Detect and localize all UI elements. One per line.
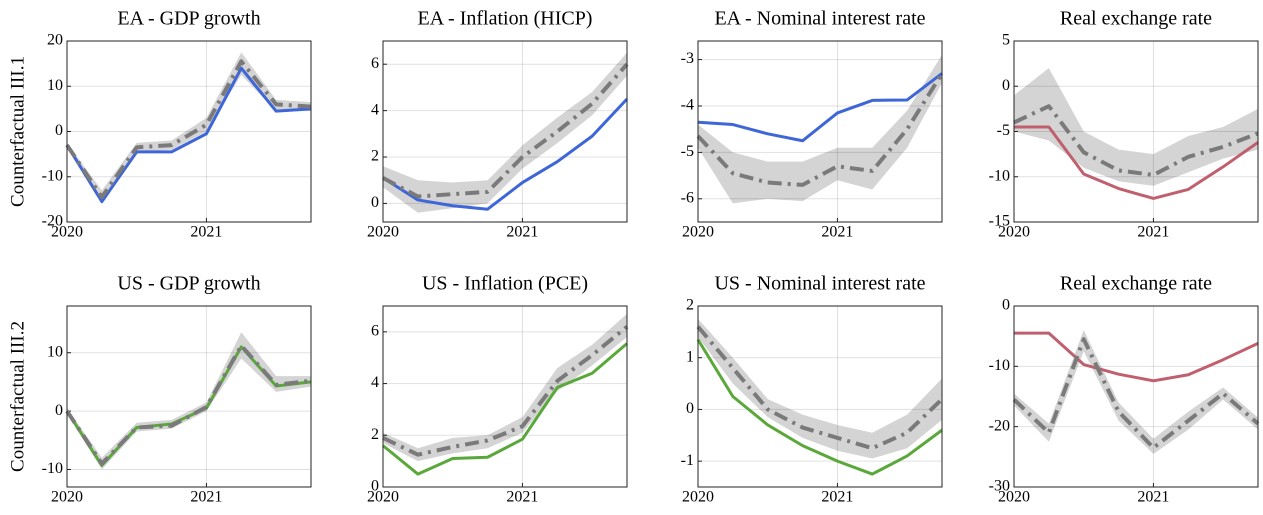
y-tick-label: 0: [1002, 297, 1010, 314]
subplot: US - Inflation (PCE) 0 2 4 6 2020 2021: [367, 273, 629, 506]
data-line: [697, 72, 943, 143]
x-tick-label: 2020: [367, 489, 399, 506]
y-tick-label: 2: [686, 297, 694, 314]
y-tick-label: 10: [47, 343, 63, 360]
subplot-title: Real exchange rate: [1060, 273, 1212, 295]
x-tick-label: 2020: [682, 489, 714, 506]
plot-frame: [382, 40, 628, 223]
y-tick-label: -15: [989, 213, 1010, 230]
confidence-band: [698, 54, 942, 204]
data-line: [1014, 331, 1259, 383]
y-tick-label: -10: [989, 167, 1010, 184]
median-line: [696, 325, 944, 451]
x-tick-label: 2021: [821, 224, 853, 241]
median-line: [696, 72, 944, 187]
subplot-title: US - GDP growth: [117, 273, 260, 295]
median-line: [1013, 104, 1259, 177]
y-tick-label: -20: [989, 417, 1010, 434]
subplot: Real exchange rate -30 -20 -10 0 2020 2021: [989, 273, 1260, 506]
plot-frame: [66, 40, 312, 223]
data-line: [696, 338, 943, 476]
subplot: EA - Inflation (HICP) 0 2 4 6 2020 2021: [367, 8, 629, 241]
y-tick-label: 5: [1002, 32, 1010, 49]
subplot-title: EA - Inflation (HICP): [418, 8, 593, 30]
plot-frame: [1013, 305, 1259, 488]
median-line: [1012, 337, 1260, 450]
y-tick-label: 0: [371, 194, 379, 211]
y-tick-label: 2: [371, 148, 379, 165]
data-line: [382, 342, 628, 476]
plot-frame: [66, 305, 312, 488]
median-line: [65, 59, 312, 200]
subplot: US - GDP growth Counterfactual III.2 -10 0 1…: [7, 273, 312, 506]
median-line: [65, 343, 312, 466]
plot-frame: [697, 305, 943, 488]
subplot-title: US - Inflation (PCE): [422, 273, 588, 295]
x-tick-label: 2021: [506, 224, 538, 241]
y-tick-label: 20: [47, 32, 63, 49]
y-tick-label: -10: [989, 357, 1010, 374]
y-tick-label: 4: [371, 374, 379, 391]
y-tick-label: 1: [686, 348, 694, 365]
plot-frame: [1013, 40, 1259, 223]
y-tick-label: 0: [371, 478, 379, 495]
y-tick-label: -10: [42, 167, 63, 184]
x-tick-label: 2020: [998, 489, 1030, 506]
y-tick-label: -5: [997, 122, 1010, 139]
y-tick-label: -30: [989, 478, 1010, 495]
subplot: EA - GDP growth Counterfactual III.1 -20 -1…: [7, 8, 312, 241]
y-tick-label: 0: [55, 402, 63, 419]
x-tick-label: 2020: [51, 489, 83, 506]
plot-frame: [697, 40, 943, 223]
x-tick-label: 2020: [998, 224, 1030, 241]
subplot-title: US - Nominal interest rate: [714, 273, 925, 295]
y-tick-label: 6: [371, 323, 379, 340]
y-tick-label: -5: [681, 143, 694, 160]
data-line: [1014, 125, 1259, 200]
x-tick-label: 2020: [682, 224, 714, 241]
subplot: Real exchange rate -15 -10 -5 0 5 2020 2021: [989, 8, 1259, 241]
data-line: [65, 66, 312, 204]
plot-area: [698, 306, 942, 487]
y-tick-label: 6: [371, 55, 379, 72]
x-tick-label: 2021: [190, 224, 222, 241]
subplot: EA - Nominal interest rate -6 -5 -4 -3 2020 20…: [681, 8, 944, 241]
y-tick-label: 2: [371, 426, 379, 443]
x-tick-label: 2020: [51, 224, 83, 241]
median-line: [382, 62, 629, 199]
y-axis-label: Counterfactual III.2: [7, 321, 28, 472]
x-tick-label: 2021: [1137, 489, 1169, 506]
confidence-band: [1014, 68, 1258, 186]
y-axis-label: Counterfactual III.1: [7, 56, 28, 207]
y-tick-label: 0: [55, 122, 63, 139]
median-line: [382, 325, 629, 457]
subplot-title: EA - Nominal interest rate: [714, 8, 925, 30]
y-tick-label: 10: [47, 77, 63, 94]
y-tick-label: -20: [42, 213, 63, 230]
x-tick-label: 2021: [190, 489, 222, 506]
plot-frame: [382, 305, 628, 488]
y-tick-label: -3: [681, 50, 694, 67]
x-tick-label: 2021: [1137, 224, 1169, 241]
y-tick-label: 0: [1002, 77, 1010, 94]
confidence-band: [383, 52, 627, 213]
y-tick-label: 0: [686, 400, 694, 417]
y-tick-label: 4: [371, 101, 379, 118]
y-tick-label: -6: [681, 189, 694, 206]
x-tick-label: 2021: [821, 489, 853, 506]
x-tick-label: 2020: [367, 224, 399, 241]
x-tick-label: 2021: [506, 489, 538, 506]
y-tick-label: -1: [681, 452, 694, 469]
y-tick-label: -10: [42, 460, 63, 477]
subplot: US - Nominal interest rate -1 0 1 2 2020 2021: [681, 273, 944, 506]
subplot-title: EA - GDP growth: [117, 8, 260, 30]
y-tick-label: -4: [681, 97, 694, 114]
subplot-title: Real exchange rate: [1060, 8, 1212, 30]
data-line: [382, 97, 629, 211]
